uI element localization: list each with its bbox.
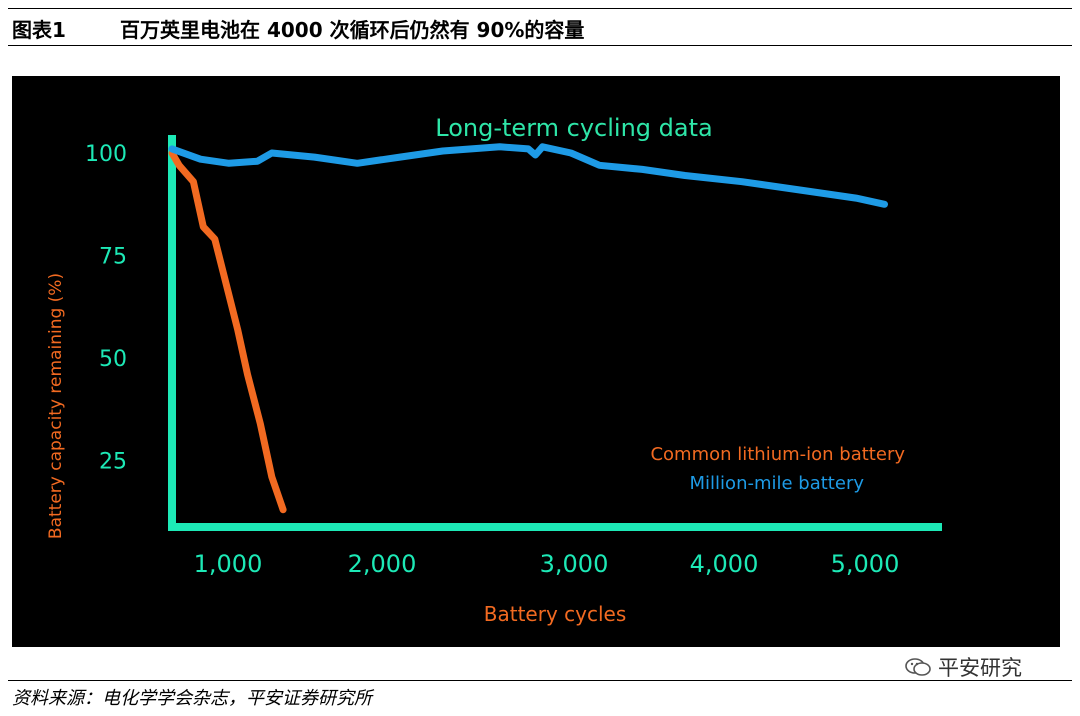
figure-label: 图表1 <box>12 18 66 42</box>
x-tick-label: 1,000 <box>194 550 263 578</box>
header-top-rule <box>8 8 1072 9</box>
x-tick-label: 2,000 <box>348 550 417 578</box>
cycling-chart: Long-term cycling data Battery capacity … <box>46 114 942 626</box>
legend-million-mile: Million-mile battery <box>690 473 865 494</box>
source-note: 资料来源：电化学学会杂志，平安证券研究所 <box>12 688 372 709</box>
header-bottom-rule <box>8 45 1072 46</box>
x-tick-label: 4,000 <box>690 550 759 578</box>
chart-title: Long-term cycling data <box>435 114 712 142</box>
y-axis-label: Battery capacity remaining (%) <box>46 273 66 539</box>
x-axis-label: Battery cycles <box>484 602 627 626</box>
x-tick-label: 5,000 <box>831 550 900 578</box>
chart-panel: Long-term cycling data Battery capacity … <box>12 76 1060 647</box>
x-tick-label: 3,000 <box>540 550 609 578</box>
brand-mark: 平安研究 <box>904 652 1022 682</box>
series-million-mile-line <box>168 143 888 208</box>
y-tick-label: 75 <box>99 245 127 270</box>
y-tick-label: 100 <box>85 142 127 167</box>
footer-rule <box>8 680 1072 681</box>
brand-text: 平安研究 <box>938 656 1022 680</box>
figure-title: 百万英里电池在 4000 次循环后仍然有 90%的容量 <box>120 18 585 42</box>
legend-common-lithium-ion: Common lithium-ion battery <box>650 444 905 465</box>
wechat-icon <box>905 658 931 676</box>
y-tick-label: 25 <box>99 450 127 475</box>
y-tick-label: 50 <box>99 347 127 372</box>
series-common-lithium-ion-line <box>168 149 287 514</box>
